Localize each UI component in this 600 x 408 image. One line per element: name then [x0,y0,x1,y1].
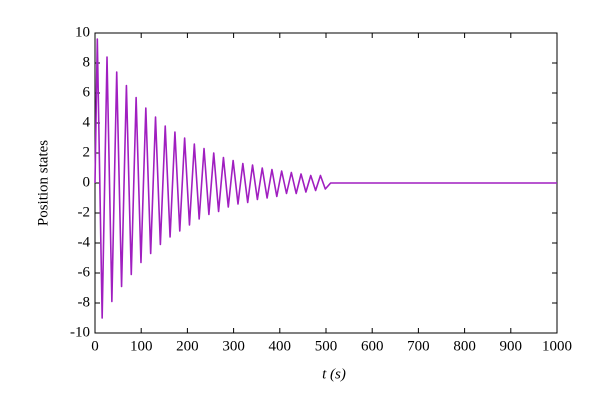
y-tick-label: -4 [78,234,91,250]
x-tick-label: 200 [176,338,199,354]
x-tick-label: 500 [315,338,338,354]
y-tick-label: 4 [83,114,91,130]
x-tick-label: 600 [361,338,384,354]
y-tick-label: -2 [78,204,91,220]
x-tick-label: 0 [91,338,99,354]
y-tick-label: -6 [78,264,91,280]
y-axis-label: Position states [35,140,51,226]
x-tick-label: 400 [269,338,292,354]
x-tick-label: 300 [222,338,245,354]
x-tick-label: 1000 [542,338,572,354]
data-line [94,38,557,319]
y-tick-label: 2 [83,144,91,160]
y-tick-label: -10 [70,324,90,340]
y-tick-label: 0 [83,174,91,190]
y-tick-label: 10 [75,24,90,40]
y-tick-label: -8 [78,294,91,310]
x-tick-label: 100 [130,338,153,354]
y-tick-label: 6 [83,84,91,100]
x-tick-label: 900 [500,338,523,354]
x-tick-label: 800 [453,338,476,354]
x-axis-label: t (s) [322,366,346,382]
y-tick-label: 8 [83,54,91,70]
x-tick-label: 700 [407,338,430,354]
